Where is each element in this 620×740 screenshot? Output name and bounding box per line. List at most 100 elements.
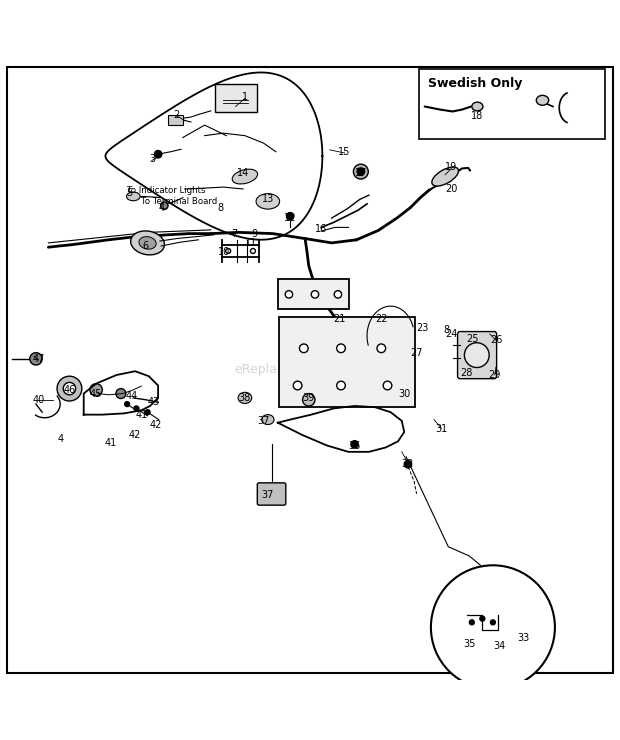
Text: 10: 10 <box>218 247 231 258</box>
Circle shape <box>299 344 308 353</box>
Text: 16: 16 <box>315 223 327 234</box>
Text: 42: 42 <box>129 430 141 440</box>
Text: 4: 4 <box>158 203 164 212</box>
FancyBboxPatch shape <box>168 115 183 125</box>
Text: 4: 4 <box>58 434 64 445</box>
Text: 29: 29 <box>489 370 501 380</box>
Text: 36: 36 <box>348 440 361 451</box>
Text: 9: 9 <box>251 229 257 238</box>
Text: 17: 17 <box>355 168 367 178</box>
Ellipse shape <box>536 95 549 105</box>
Circle shape <box>285 291 293 298</box>
Circle shape <box>480 616 485 621</box>
Ellipse shape <box>238 392 252 403</box>
Text: 45: 45 <box>90 388 102 399</box>
Circle shape <box>250 249 255 253</box>
Circle shape <box>63 383 76 395</box>
Ellipse shape <box>139 237 156 249</box>
Text: 31: 31 <box>435 424 448 434</box>
Circle shape <box>57 376 82 401</box>
Circle shape <box>125 402 130 406</box>
Circle shape <box>145 410 150 414</box>
Text: 18: 18 <box>471 111 484 121</box>
Text: To Indicator Lights: To Indicator Lights <box>127 186 206 195</box>
Circle shape <box>464 343 489 368</box>
Text: 26: 26 <box>490 335 502 346</box>
Circle shape <box>116 388 126 399</box>
Text: 40: 40 <box>32 394 45 405</box>
Ellipse shape <box>232 169 257 184</box>
FancyBboxPatch shape <box>458 332 497 379</box>
Circle shape <box>351 441 358 448</box>
Text: 44: 44 <box>125 391 138 401</box>
Text: 30: 30 <box>398 388 410 399</box>
Circle shape <box>334 291 342 298</box>
FancyBboxPatch shape <box>215 84 257 112</box>
Text: 46: 46 <box>63 385 76 395</box>
Text: 42: 42 <box>150 420 162 429</box>
Circle shape <box>90 383 102 396</box>
Text: 37: 37 <box>262 490 274 500</box>
Bar <box>278 280 349 309</box>
Text: 39: 39 <box>303 393 315 403</box>
Circle shape <box>293 381 302 390</box>
Text: 41: 41 <box>104 438 117 448</box>
Text: 27: 27 <box>410 348 423 357</box>
Text: 6: 6 <box>143 241 149 251</box>
Text: eReplacementParts.com: eReplacementParts.com <box>234 363 386 377</box>
Circle shape <box>383 381 392 390</box>
Circle shape <box>30 353 42 365</box>
Circle shape <box>337 381 345 390</box>
Bar <box>279 317 415 407</box>
Text: To Terminal Board: To Terminal Board <box>141 197 218 206</box>
Ellipse shape <box>432 167 458 186</box>
Text: 37: 37 <box>257 416 270 426</box>
Text: 1: 1 <box>242 92 248 102</box>
Text: 23: 23 <box>417 323 429 333</box>
Ellipse shape <box>472 102 483 111</box>
Circle shape <box>303 394 315 406</box>
Ellipse shape <box>262 414 274 425</box>
Text: 20: 20 <box>445 184 458 194</box>
Text: 25: 25 <box>466 334 479 344</box>
Circle shape <box>353 164 368 179</box>
Circle shape <box>377 344 386 353</box>
Text: 7: 7 <box>231 229 237 238</box>
Circle shape <box>286 212 294 220</box>
Text: 43: 43 <box>148 397 160 407</box>
Circle shape <box>226 249 231 253</box>
Bar <box>418 70 604 139</box>
Ellipse shape <box>264 488 279 502</box>
Text: 8: 8 <box>217 203 223 212</box>
Text: 21: 21 <box>334 314 346 324</box>
Ellipse shape <box>256 194 280 209</box>
Text: 19: 19 <box>445 161 458 172</box>
Circle shape <box>154 150 162 158</box>
Text: Swedish Only: Swedish Only <box>428 78 522 90</box>
Circle shape <box>469 620 474 625</box>
Circle shape <box>357 168 365 175</box>
Text: 34: 34 <box>493 641 505 651</box>
Text: 13: 13 <box>262 195 274 204</box>
Circle shape <box>161 202 168 209</box>
Text: 2: 2 <box>174 110 180 120</box>
Text: 3: 3 <box>149 154 155 164</box>
Ellipse shape <box>131 231 164 255</box>
Text: 12: 12 <box>284 213 296 223</box>
Text: 11: 11 <box>245 238 257 248</box>
Ellipse shape <box>126 192 140 201</box>
FancyBboxPatch shape <box>257 482 286 505</box>
Text: 5: 5 <box>126 188 132 198</box>
Circle shape <box>134 406 139 411</box>
Text: 24: 24 <box>445 329 458 339</box>
Text: 32: 32 <box>402 460 414 469</box>
Text: 38: 38 <box>239 393 251 403</box>
Text: 8: 8 <box>443 325 449 334</box>
Circle shape <box>490 620 495 625</box>
Circle shape <box>337 344 345 353</box>
Text: 22: 22 <box>375 314 388 324</box>
Text: 15: 15 <box>338 147 350 157</box>
Text: 41: 41 <box>135 410 148 420</box>
Text: 28: 28 <box>460 368 472 378</box>
Circle shape <box>404 460 412 468</box>
